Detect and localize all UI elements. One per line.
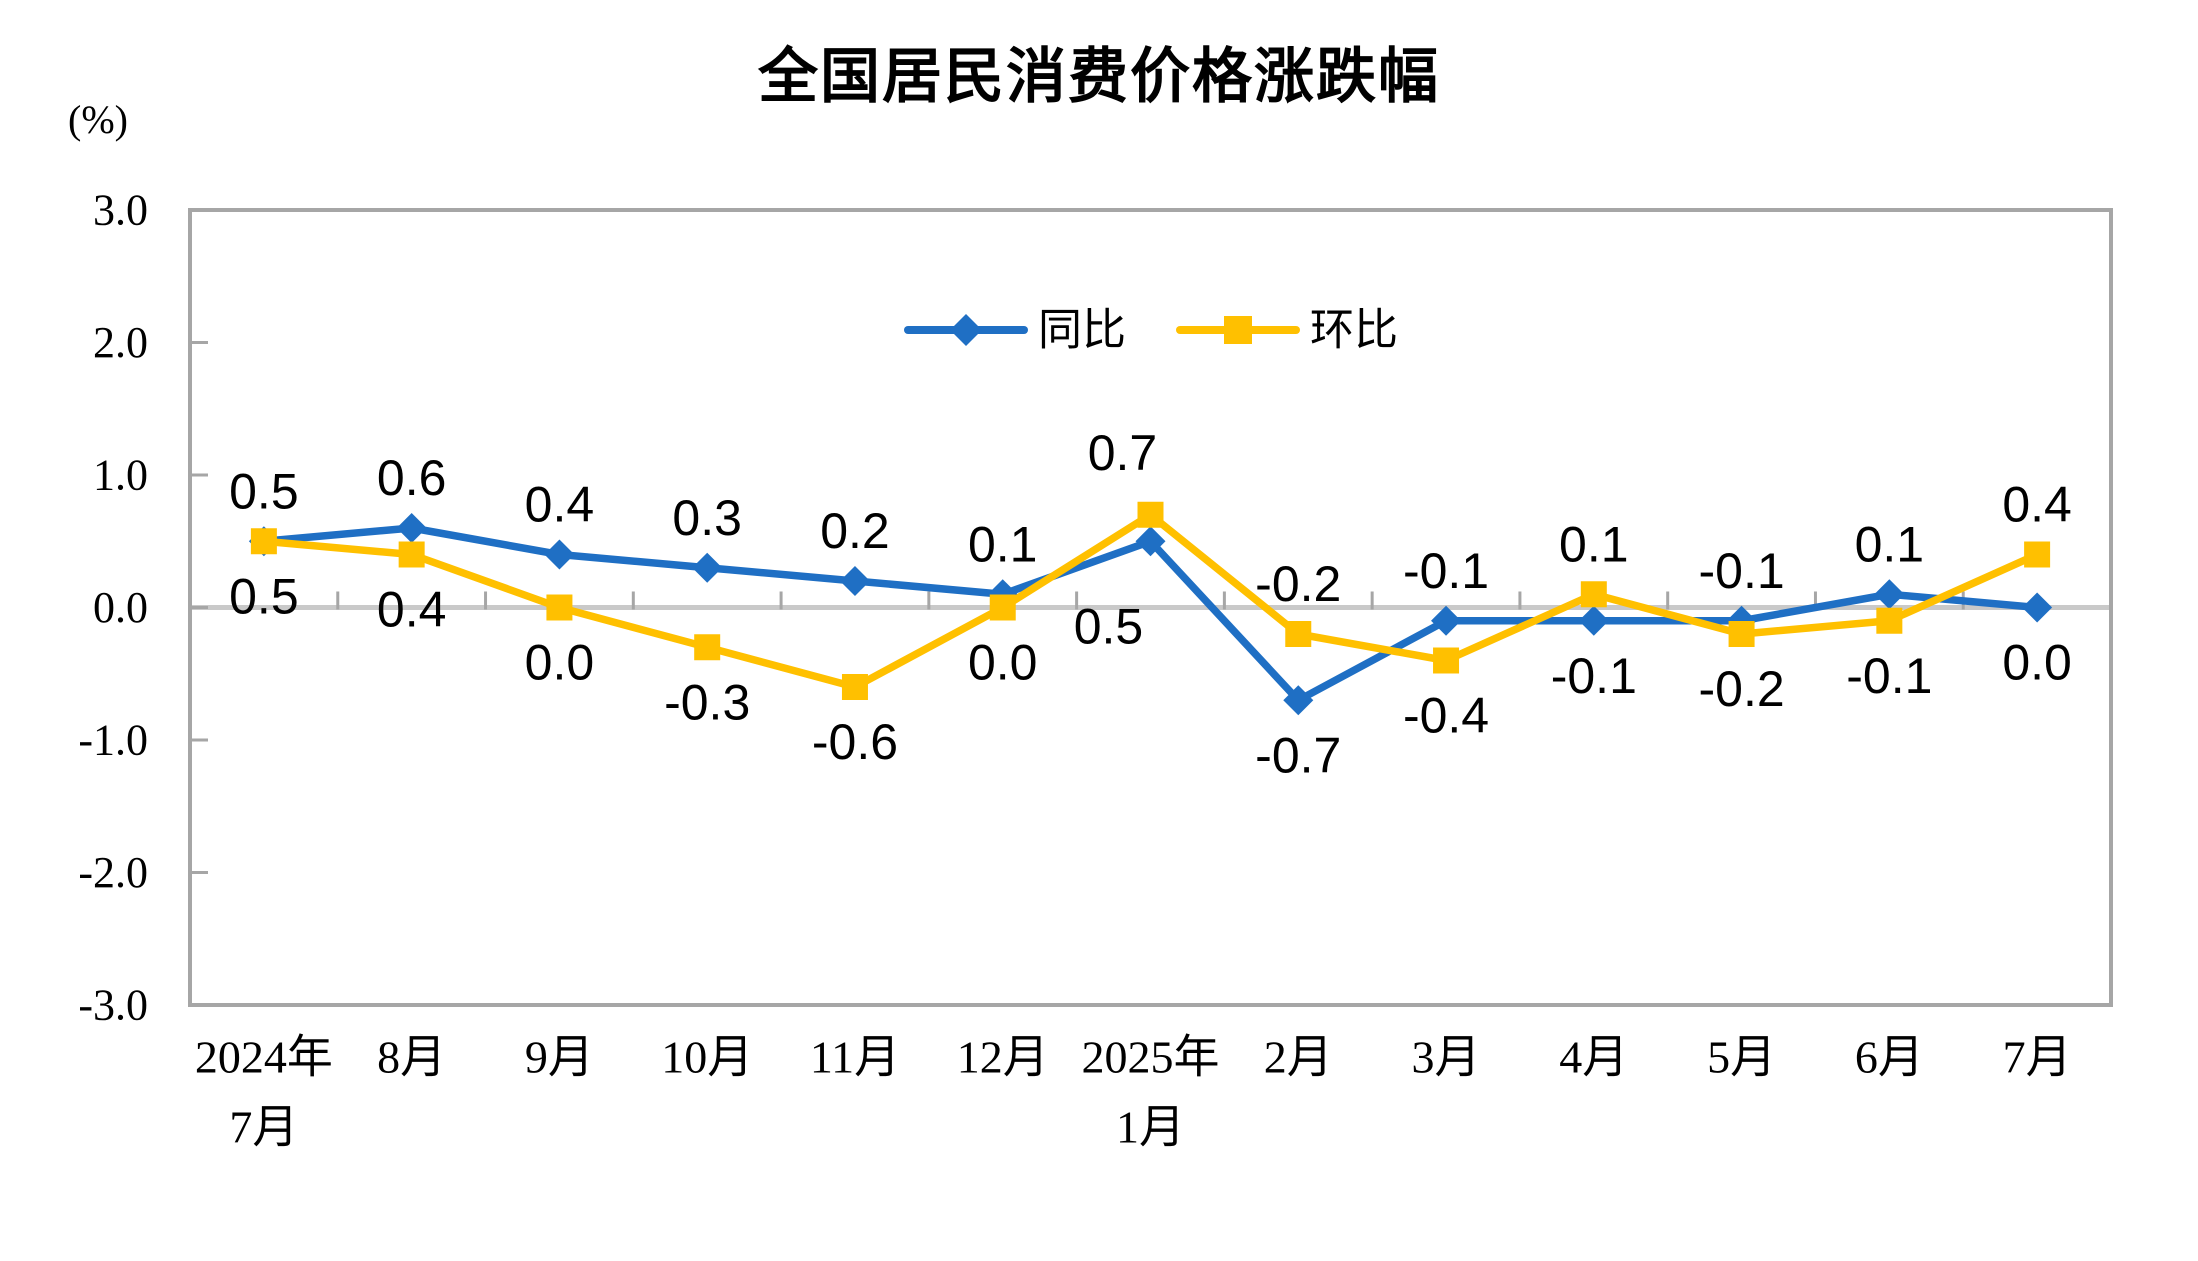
x-axis-label: 4月 — [1559, 1032, 1628, 1083]
y-axis-label: -2.0 — [78, 848, 148, 897]
tongbi-point-2 — [544, 539, 575, 570]
x-axis-label: 9月 — [525, 1032, 594, 1083]
huanbi-point-7 — [1285, 621, 1312, 647]
huanbi-point-4 — [841, 674, 868, 700]
huanbi-point-3 — [694, 634, 721, 661]
y-axis-label: 2.0 — [93, 318, 148, 367]
x-axis-label: 8月 — [377, 1032, 446, 1083]
huanbi-data-label-5: 0.0 — [968, 635, 1038, 691]
tongbi-point-6 — [1135, 526, 1166, 557]
huanbi-point-1 — [398, 541, 425, 568]
huanbi-point-9 — [1580, 581, 1607, 608]
tongbi-data-label-10: -0.1 — [1698, 543, 1784, 599]
tongbi-point-4 — [839, 566, 870, 596]
huanbi-data-label-4: -0.6 — [812, 714, 898, 770]
huanbi-point-11 — [1876, 607, 1903, 634]
y-axis-label: -1.0 — [78, 716, 148, 765]
tongbi-point-7 — [1283, 685, 1314, 716]
huanbi-point-12 — [2024, 541, 2051, 568]
huanbi-point-10 — [1728, 621, 1755, 647]
x-axis-label: 6月 — [1855, 1032, 1924, 1083]
legend-item-tongbi: 同比 — [904, 306, 1126, 355]
huanbi-point-6 — [1137, 501, 1164, 528]
tongbi-data-label-12: 0.0 — [2002, 635, 2072, 691]
huanbi-data-label-1: 0.4 — [377, 582, 447, 638]
tongbi-data-label-7: -0.7 — [1255, 727, 1341, 783]
tongbi-data-label-1: 0.6 — [377, 450, 447, 506]
tongbi-data-label-0: 0.5 — [229, 463, 299, 519]
x-axis-label: 2024年 — [195, 1032, 333, 1083]
tongbi-point-9 — [1578, 605, 1609, 636]
y-axis-unit-label: (%) — [68, 97, 128, 142]
huanbi-point-2 — [546, 594, 573, 621]
huanbi-data-label-3: -0.3 — [664, 674, 750, 730]
x-axis-label: 2025年 — [1082, 1032, 1220, 1083]
huanbi-data-label-2: 0.0 — [525, 635, 595, 691]
tongbi-data-label-4: 0.2 — [820, 503, 890, 559]
legend-item-huanbi: 环比 — [1176, 306, 1398, 355]
huanbi-data-label-0: 0.5 — [229, 568, 299, 624]
huanbi-data-label-9: 0.1 — [1559, 516, 1629, 572]
y-axis-label: -3.0 — [78, 981, 148, 1030]
x-axis-label: 12月 — [957, 1032, 1049, 1083]
tongbi-point-8 — [1431, 605, 1462, 636]
chart-title: 全国居民消费价格涨跌幅 — [758, 43, 1440, 110]
x-axis-label: 7月 — [2003, 1032, 2072, 1083]
huanbi-data-label-6: 0.7 — [1088, 425, 1158, 481]
huanbi-point-8 — [1433, 647, 1460, 674]
tongbi-data-label-5: 0.1 — [968, 516, 1038, 572]
tongbi-data-label-2: 0.4 — [525, 477, 595, 533]
huanbi-point-5 — [989, 594, 1016, 621]
huanbi-point-0 — [250, 528, 277, 555]
x-axis-label: 1月 — [1116, 1102, 1185, 1153]
huanbi-data-label-7: -0.2 — [1255, 556, 1341, 612]
tongbi-data-label-3: 0.3 — [672, 490, 742, 546]
x-axis-label: 10月 — [661, 1032, 753, 1083]
x-axis-label: 5月 — [1707, 1032, 1776, 1083]
y-axis-label: 0.0 — [93, 583, 148, 632]
legend-tongbi-label: 同比 — [1038, 306, 1126, 355]
x-axis-label: 3月 — [1412, 1032, 1481, 1083]
y-axis-label: 3.0 — [93, 186, 148, 235]
tongbi-data-label-8: -0.1 — [1403, 543, 1489, 599]
huanbi-data-label-12: 0.4 — [2002, 477, 2072, 533]
huanbi-data-label-8: -0.4 — [1403, 688, 1489, 744]
tongbi-point-12 — [2022, 592, 2053, 623]
y-axis-label: 1.0 — [93, 451, 148, 500]
x-axis-label: 7月 — [229, 1102, 298, 1153]
tongbi-data-label-6: 0.5 — [1074, 598, 1144, 654]
tongbi-data-label-11: 0.1 — [1855, 516, 1925, 572]
tongbi-point-3 — [692, 552, 723, 583]
legend-huanbi-label: 环比 — [1310, 306, 1398, 355]
tongbi-point-11 — [1874, 579, 1905, 610]
tongbi-point-1 — [396, 513, 427, 543]
legend-tongbi-marker-icon — [950, 314, 982, 346]
legend-huanbi-marker-icon — [1224, 316, 1252, 344]
huanbi-data-label-11: -0.1 — [1846, 648, 1932, 704]
huanbi-data-label-10: -0.2 — [1698, 661, 1784, 717]
tongbi-data-label-9: -0.1 — [1551, 648, 1637, 704]
x-axis-label: 2月 — [1264, 1032, 1333, 1083]
x-axis-label: 11月 — [810, 1032, 900, 1083]
